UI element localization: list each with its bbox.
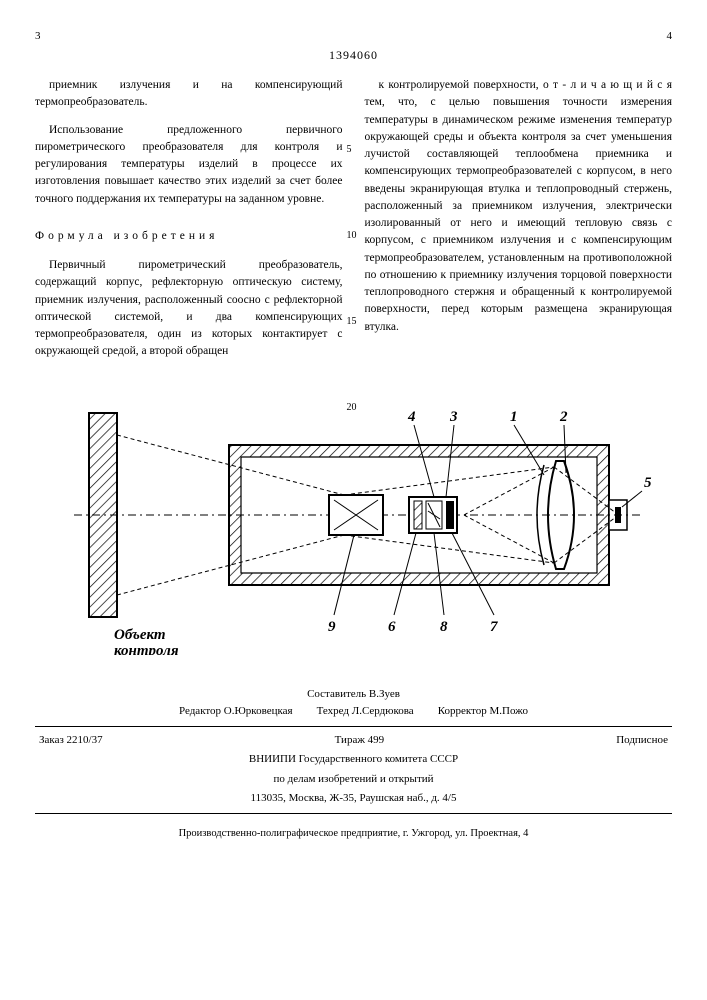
order-number: Заказ 2210/37 bbox=[39, 732, 103, 750]
line-number: 15 bbox=[347, 317, 357, 327]
callout-1: 1 bbox=[510, 409, 518, 425]
callout-8: 8 bbox=[440, 619, 448, 635]
patent-page: 3 4 1394060 приемник излучения и на комп… bbox=[0, 0, 707, 859]
object-label-line1: Объект bbox=[114, 627, 166, 643]
device-diagram: 4 3 1 2 5 9 6 8 7 Объект контроля bbox=[44, 395, 664, 655]
corrector: Корректор М.Пожо bbox=[438, 703, 528, 721]
page-number-right: 4 bbox=[667, 30, 673, 42]
formula-title: Формула изобретения bbox=[35, 228, 343, 245]
callout-3: 3 bbox=[449, 409, 458, 425]
line-number: 20 bbox=[347, 403, 357, 413]
editor: Редактор О.Юрковецкая bbox=[179, 703, 293, 721]
callout-4: 4 bbox=[407, 409, 416, 425]
callout-2: 2 bbox=[559, 409, 568, 425]
divider bbox=[35, 726, 672, 727]
left-para-3: Первичный пирометрический преобразовател… bbox=[35, 257, 343, 361]
receiver bbox=[446, 501, 454, 529]
right-column: 5 10 15 20 к контролируемой поверхности,… bbox=[365, 77, 673, 371]
compiler: Составитель В.Зуев bbox=[35, 686, 672, 704]
figure: 4 3 1 2 5 9 6 8 7 Объект контроля bbox=[35, 395, 672, 660]
callout-6: 6 bbox=[388, 619, 396, 635]
org-line-1: ВНИИПИ Государственного комитета СССР bbox=[35, 751, 672, 769]
podpisnoe: Подписное bbox=[616, 732, 668, 750]
left-column: приемник излучения и на компенсирующий т… bbox=[35, 77, 343, 371]
org-line-2: по делам изобретений и открытий bbox=[35, 771, 672, 789]
org-address: 113035, Москва, Ж-35, Раушская наб., д. … bbox=[35, 790, 672, 808]
page-number-left: 3 bbox=[35, 30, 41, 42]
divider bbox=[35, 813, 672, 814]
comp-left bbox=[414, 501, 422, 529]
callout-9: 9 bbox=[328, 619, 336, 635]
document-number: 1394060 bbox=[35, 48, 672, 63]
line-number: 5 bbox=[347, 145, 352, 155]
left-para-2: Использование предложенного первичного п… bbox=[35, 122, 343, 208]
techred: Техред Л.Сердюкова bbox=[317, 703, 414, 721]
tirazh: Тираж 499 bbox=[335, 732, 385, 750]
page-header: 3 4 bbox=[35, 30, 672, 42]
printer-line: Производственно-полиграфическое предприя… bbox=[35, 828, 672, 839]
callout-5: 5 bbox=[644, 475, 652, 491]
object-label-line2: контроля bbox=[114, 643, 179, 655]
credits-row: Редактор О.Юрковецкая Техред Л.Сердюкова… bbox=[35, 703, 672, 721]
line-number: 10 bbox=[347, 231, 357, 241]
left-para-1: приемник излучения и на компенсирующий т… bbox=[35, 77, 343, 112]
order-row: Заказ 2210/37 Тираж 499 Подписное bbox=[35, 732, 672, 750]
text-columns: приемник излучения и на компенсирующий т… bbox=[35, 77, 672, 371]
right-para-1: к контролируемой поверхности, о т - л и … bbox=[365, 77, 673, 336]
imprint-block: Составитель В.Зуев Редактор О.Юрковецкая… bbox=[35, 686, 672, 815]
callout-7: 7 bbox=[490, 619, 498, 635]
